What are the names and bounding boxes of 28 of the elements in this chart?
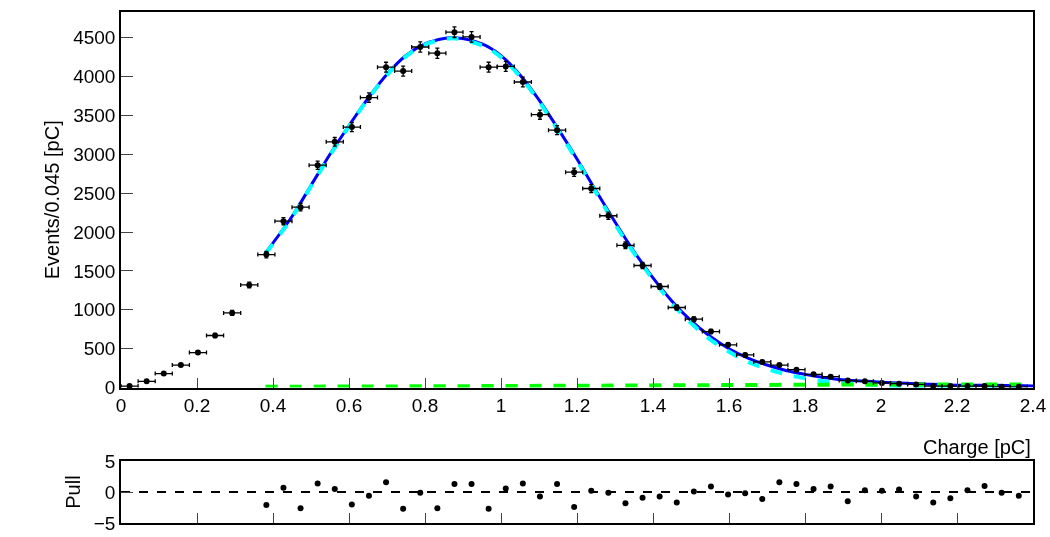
x-axis-title: Charge [pC] [923,436,1031,458]
y-tick-label: 500 [83,338,116,360]
y-tick-label: 0 [104,377,116,399]
x-tick-label: 0.4 [259,395,287,417]
y-axis-title: Events/0.045 [pC] [41,120,64,280]
y-tick-label: 4000 [73,66,116,88]
x-tick-label: 2 [875,395,887,417]
y-tick-label: 2000 [73,221,116,243]
y-tick-label: 1500 [73,260,116,282]
y-tick-label: 2500 [73,182,116,204]
y-tick-label: 0 [104,481,116,503]
y-tick-label: 3000 [73,143,116,165]
y-tick-label: 5 [104,450,116,472]
y-tick-label: −5 [93,512,116,534]
x-tick-label: 0.6 [335,395,363,417]
y-axis-title: Pull [61,475,84,509]
x-tick-label: 1.6 [715,395,743,417]
x-tick-label: 2.2 [943,395,971,417]
x-tick-label: 1.8 [791,395,819,417]
x-tick-label: 1 [495,395,507,417]
y-tick-label: 3500 [73,105,116,127]
x-tick-label: 1.4 [639,395,667,417]
x-tick-label: 2.4 [1019,395,1047,417]
x-tick-label: 0.8 [411,395,439,417]
x-tick-label: 1.2 [563,395,591,417]
x-tick-label: 0.2 [183,395,211,417]
y-tick-label: 4500 [73,27,116,49]
y-tick-label: 1000 [73,299,116,321]
